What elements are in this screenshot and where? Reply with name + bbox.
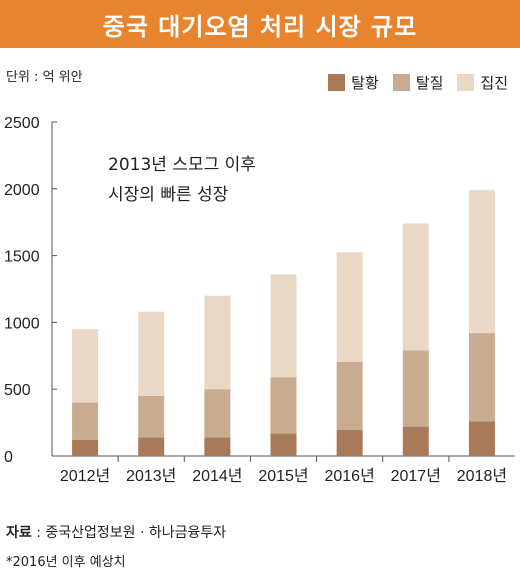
y-tick-label: 1000 <box>4 315 40 332</box>
legend-swatch-denitrification <box>392 74 410 91</box>
legend-item-denitrification: 탈질 <box>392 72 444 93</box>
bar-denitrification <box>72 402 99 440</box>
x-tick-label: 2012년 <box>60 467 110 485</box>
bar-denitrification <box>270 377 297 434</box>
y-tick-label: 500 <box>4 382 31 399</box>
annotation-line: 시장의 빠른 성장 <box>108 185 229 205</box>
legend-label-dust-collection: 집진 <box>480 74 508 92</box>
bar-denitrification <box>138 395 165 438</box>
bar-dust-collection <box>72 329 99 403</box>
bar-dust-collection <box>270 274 297 378</box>
legend-label-denitrification: 탈질 <box>415 74 444 92</box>
legend-swatch-dust-collection <box>457 74 475 91</box>
legend-item-dust-collection: 집진 <box>457 72 508 93</box>
bar-dust-collection <box>402 223 429 351</box>
bar-desulfurization <box>270 433 297 456</box>
legend: 탈황 탈질 집진 <box>328 72 508 93</box>
y-tick-label: 1500 <box>4 249 40 266</box>
x-tick-label: 2017년 <box>391 467 441 485</box>
y-tick-label: 2000 <box>4 182 40 199</box>
bar-desulfurization <box>72 439 99 456</box>
x-tick-label: 2015년 <box>258 467 308 485</box>
bar-dust-collection <box>336 252 363 362</box>
source-note: 자료 : 중국산업정보원 · 하나금융투자 <box>6 522 226 542</box>
bar-dust-collection <box>204 295 231 390</box>
legend-swatch-desulfurization <box>328 74 346 91</box>
legend-label-desulfurization: 탈황 <box>351 74 379 92</box>
x-tick-label: 2014년 <box>192 467 242 485</box>
unit-label: 단위 : 억 위안 <box>6 70 83 85</box>
y-tick-label: 2500 <box>4 115 40 132</box>
bar-desulfurization <box>336 429 363 456</box>
bar-denitrification <box>204 389 231 438</box>
annotation-line: 2013년 스모그 이후 <box>108 155 256 175</box>
bar-denitrification <box>468 333 495 422</box>
chart-title: 중국 대기오염 처리 시장 규모 <box>102 12 418 41</box>
source-label: 자료 <box>6 525 32 541</box>
x-tick-label: 2013년 <box>126 467 176 485</box>
bar-desulfurization <box>468 421 495 456</box>
title-bar: 중국 대기오염 처리 시장 규모 <box>0 0 520 48</box>
bar-denitrification <box>402 350 429 427</box>
x-tick-label: 2018년 <box>457 467 507 485</box>
y-tick-label: 0 <box>4 449 13 466</box>
bar-denitrification <box>336 361 363 430</box>
source-text: : 중국산업정보원 · 하나금융투자 <box>31 525 227 541</box>
stacked-bar-chart: 0 500 1000 1500 2000 2500 2012년 2013년 2014년 2015년… <box>4 115 515 485</box>
bar-desulfurization <box>138 437 165 456</box>
bar-dust-collection <box>138 311 165 396</box>
bar-desulfurization <box>204 437 231 456</box>
bar-dust-collection <box>468 190 495 334</box>
legend-item-desulfurization: 탈황 <box>328 72 379 93</box>
x-tick-label: 2016년 <box>324 467 374 485</box>
footnote: *2016년 이후 예상치 <box>6 555 126 570</box>
bar-desulfurization <box>402 426 429 456</box>
